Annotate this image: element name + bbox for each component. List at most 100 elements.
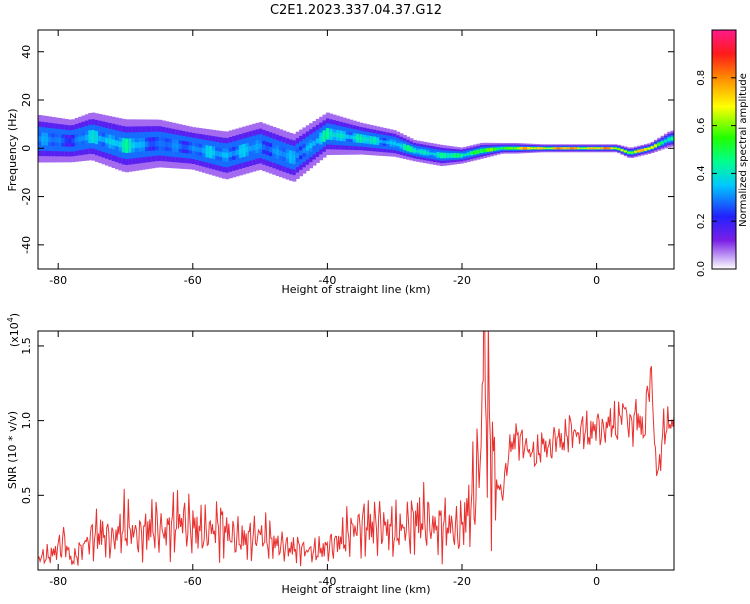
heatmap-cell (640, 149, 645, 151)
heatmap-cell (71, 138, 76, 144)
heatmap-cell (570, 147, 575, 149)
snr-ytick-label: 1.5 (20, 337, 33, 355)
heatmap-cell (104, 137, 109, 144)
heatmap-cell (121, 142, 126, 149)
heatmap-cell (379, 139, 384, 144)
snr-xtick-label: -80 (49, 575, 67, 588)
heatmap-cell (386, 140, 391, 145)
heatmap-cell (369, 138, 374, 142)
heatmap-cell (98, 135, 103, 142)
heatmap-cell (670, 137, 674, 140)
heatmap-cell (376, 139, 381, 143)
heatmap-cell (506, 147, 511, 149)
heatmap-cell (255, 143, 260, 150)
heatmap-cell (479, 149, 484, 152)
heatmap-cell (663, 140, 668, 142)
snr-multiplier: (x104) (6, 313, 21, 347)
heatmap-cell (151, 141, 156, 147)
spectrogram-heatmap (38, 112, 674, 182)
heatmap-cell (158, 140, 163, 147)
heatmap-cell (342, 134, 347, 139)
heatmap-cell (620, 149, 625, 151)
spectrogram-ytick-label: 20 (20, 93, 33, 107)
figure-title: C2E1.2023.337.04.37.G12 (270, 3, 442, 18)
heatmap-cell (530, 147, 535, 149)
heatmap-cell (352, 135, 357, 140)
heatmap-cell (590, 147, 595, 149)
heatmap-cell (248, 145, 253, 152)
heatmap-cell (580, 147, 585, 149)
heatmap-cell (155, 140, 160, 147)
heatmap-cell (299, 150, 304, 156)
heatmap-cell (285, 152, 290, 159)
heatmap-cell (91, 133, 96, 140)
heatmap-cell (509, 147, 514, 149)
heatmap-cell (208, 149, 213, 155)
heatmap-cell (600, 147, 605, 149)
heatmap-cell (459, 154, 464, 157)
heatmap-cell (449, 154, 454, 157)
heatmap-cell (586, 147, 591, 149)
heatmap-cell (131, 142, 136, 149)
heatmap-cell (88, 134, 93, 140)
heatmap-cell (279, 150, 283, 156)
heatmap-cell (202, 148, 206, 154)
spectrogram-xlabel: Height of straight line (km) (281, 283, 430, 296)
heatmap-cell (68, 138, 73, 144)
heatmap-cell (436, 153, 441, 157)
heatmap-cell (185, 144, 190, 150)
heatmap-cell (309, 143, 314, 149)
colorbar-label: Normalized spectral amplitude (738, 73, 749, 227)
spectrogram-ylabel: Frequency (Hz) (6, 109, 19, 192)
heatmap-cell (432, 153, 437, 156)
heatmap-cell (366, 137, 370, 142)
heatmap-cell (305, 145, 310, 151)
heatmap-cell (416, 150, 421, 153)
heatmap-cell (573, 147, 578, 149)
heatmap-cell (392, 141, 397, 145)
heatmap-cell (289, 154, 293, 160)
heatmap-cell (402, 145, 407, 149)
heatmap-cell (637, 150, 642, 152)
spectrogram-frame (37, 29, 675, 270)
heatmap-cell (613, 147, 618, 149)
spectrogram-axes: -80 -60 -40 -20 0 -40 -20 0 20 40 (20, 30, 674, 287)
heatmap-cell (483, 149, 488, 152)
heatmap-cell (245, 146, 250, 153)
heatmap-cell (543, 147, 548, 149)
heatmap-cell (161, 141, 166, 147)
heatmap-cell (476, 150, 481, 153)
heatmap-cell (359, 136, 364, 141)
heatmap-cell (205, 148, 210, 154)
heatmap-cell (456, 154, 461, 157)
heatmap-cell (319, 136, 324, 141)
heatmap-cell (593, 147, 598, 149)
heatmap-cell (118, 141, 123, 148)
heatmap-cell (617, 148, 622, 150)
heatmap-cell (188, 145, 193, 151)
spectrogram-ytick-label: 40 (20, 45, 33, 59)
heatmap-cell (446, 154, 451, 157)
heatmap-cell (141, 141, 146, 148)
heatmap-cell (466, 153, 471, 155)
heatmap-cell (41, 136, 46, 142)
heatmap-cell (78, 136, 83, 142)
heatmap-cell (332, 132, 337, 138)
heatmap-cell (372, 138, 377, 143)
snr-xtick-label: -40 (318, 575, 336, 588)
snr-xtick-label: -60 (184, 575, 202, 588)
heatmap-cell (412, 149, 417, 152)
heatmap-cell (175, 143, 180, 149)
snr-xtick-label: -20 (453, 575, 471, 588)
heatmap-cell (74, 137, 79, 143)
heatmap-cell (128, 142, 133, 149)
snr-ytick-label: 1.0 (20, 412, 33, 430)
heatmap-cell (409, 148, 414, 151)
heatmap-cell (556, 147, 561, 149)
heatmap-cell (647, 148, 652, 150)
heatmap-cell (165, 141, 170, 148)
snr-xlabel: Height of straight line (km) (281, 583, 430, 596)
heatmap-cell (566, 147, 571, 149)
heatmap-cell (148, 141, 153, 147)
heatmap-cell (610, 147, 615, 149)
